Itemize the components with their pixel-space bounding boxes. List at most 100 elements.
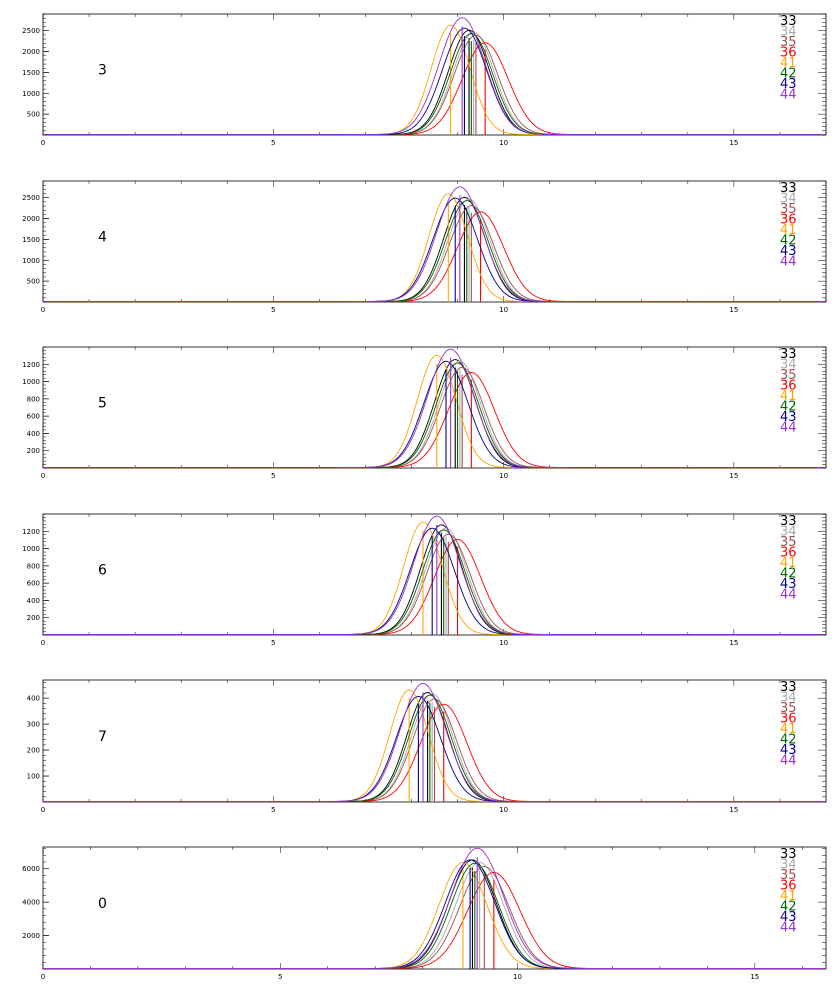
y-tick-label: 2000: [22, 932, 40, 940]
legend-entry-44: 44: [780, 754, 797, 769]
legend-entry-42: 42: [780, 234, 797, 249]
plot-frame: [42, 180, 827, 303]
series-line-41: [43, 354, 826, 468]
legend-entry-41: 41: [780, 389, 797, 404]
legend-entry-35: 35: [780, 368, 797, 383]
x-tick-label: 10: [499, 139, 508, 147]
legend-entry-43: 43: [780, 743, 797, 758]
series-line-41: [43, 193, 826, 302]
legend-entry-36: 36: [780, 546, 797, 561]
chart-panel-4: 500 1000 1500 2000 2500 0 5 10 15 4 33343536414243…: [22, 180, 827, 314]
x-tick-label: 15: [729, 472, 738, 480]
y-tick-label: 800: [27, 395, 40, 403]
series-line-44: [43, 515, 826, 635]
series-line-43: [43, 360, 826, 468]
x-tick-label: 15: [750, 973, 759, 981]
legend-entry-42: 42: [780, 567, 797, 582]
y-tick-label: 600: [27, 413, 40, 421]
panel-label: 6: [98, 563, 107, 579]
legend-entry-33: 33: [780, 680, 797, 695]
series-line-36: [43, 871, 826, 969]
legend-entry-44: 44: [780, 921, 797, 936]
legend-entry-44: 44: [780, 421, 797, 436]
plot-frame: [42, 846, 827, 970]
y-tick-label: 400: [27, 695, 40, 703]
series-line-42: [43, 362, 826, 468]
series-line-44: [43, 847, 826, 969]
y-tick-label: 6000: [22, 865, 40, 873]
legend-entry-41: 41: [780, 722, 797, 737]
x-tick-label: 5: [271, 139, 275, 147]
series-line-43: [43, 197, 826, 302]
legend-entry-41: 41: [780, 223, 797, 238]
y-tick-label: 200: [27, 447, 40, 455]
y-tick-label: 2500: [22, 194, 40, 202]
legend-entry-34: 34: [780, 525, 797, 540]
panel-label: 0: [98, 896, 107, 912]
series-line-33: [43, 859, 826, 969]
legend-entry-44: 44: [780, 588, 797, 603]
y-tick-label: 1500: [22, 236, 40, 244]
legend-entry-42: 42: [780, 67, 797, 82]
y-tick-label: 400: [27, 430, 40, 438]
x-tick-label: 10: [499, 806, 508, 814]
y-tick-label: 600: [27, 580, 40, 588]
legend-entry-41: 41: [780, 556, 797, 571]
y-tick-label: 2000: [22, 48, 40, 56]
legend-entry-35: 35: [780, 202, 797, 217]
y-tick-label: 1200: [22, 361, 40, 369]
legend-entry-34: 34: [780, 25, 797, 40]
x-tick-label: 10: [513, 973, 522, 981]
x-tick-label: 10: [499, 306, 508, 314]
y-tick-label: 500: [27, 111, 40, 119]
panel-label: 5: [98, 396, 107, 412]
plot-frame: [42, 513, 827, 636]
y-tick-label: 200: [27, 747, 40, 755]
series-line-44: [43, 186, 826, 302]
y-tick-label: 1200: [22, 528, 40, 536]
x-tick-label: 0: [41, 806, 45, 814]
legend-entry-43: 43: [780, 577, 797, 592]
plot-frame: [42, 13, 827, 136]
x-tick-label: 5: [271, 306, 275, 314]
series-line-33: [43, 196, 826, 302]
legend-entry-36: 36: [780, 879, 797, 894]
legend-entry-43: 43: [780, 244, 797, 259]
y-tick-label: 100: [27, 773, 40, 781]
x-tick-label: 0: [41, 472, 45, 480]
series-line-41: [43, 862, 826, 969]
x-tick-label: 0: [41, 639, 45, 647]
y-tick-label: 1000: [22, 257, 40, 265]
series-line-35: [43, 205, 826, 302]
legend-entry-34: 34: [780, 858, 797, 873]
legend-entry-36: 36: [780, 213, 797, 228]
series-line-34: [43, 198, 826, 302]
panel-label: 3: [98, 63, 107, 79]
plot-frame: [42, 346, 827, 469]
legend-entry-33: 33: [780, 347, 797, 362]
x-tick-label: 0: [41, 973, 45, 981]
series-line-35: [43, 34, 826, 135]
x-tick-label: 5: [271, 806, 275, 814]
y-tick-label: 800: [27, 562, 40, 570]
y-tick-label: 200: [27, 614, 40, 622]
legend-entry-41: 41: [780, 889, 797, 904]
y-tick-label: 1500: [22, 69, 40, 77]
legend-entry-43: 43: [780, 910, 797, 925]
x-tick-label: 0: [41, 139, 45, 147]
legend-entry-34: 34: [780, 691, 797, 706]
legend-entry-33: 33: [780, 181, 797, 196]
y-tick-label: 500: [27, 278, 40, 286]
legend-entry-34: 34: [780, 192, 797, 207]
y-tick-label: 4000: [22, 899, 40, 907]
legend-entry-44: 44: [780, 255, 797, 270]
series-line-36: [43, 372, 826, 468]
legend-entry-33: 33: [780, 847, 797, 862]
legend-entry-41: 41: [780, 56, 797, 71]
legend-entry-36: 36: [780, 379, 797, 394]
panel-label: 7: [98, 729, 107, 745]
x-tick-label: 15: [729, 306, 738, 314]
